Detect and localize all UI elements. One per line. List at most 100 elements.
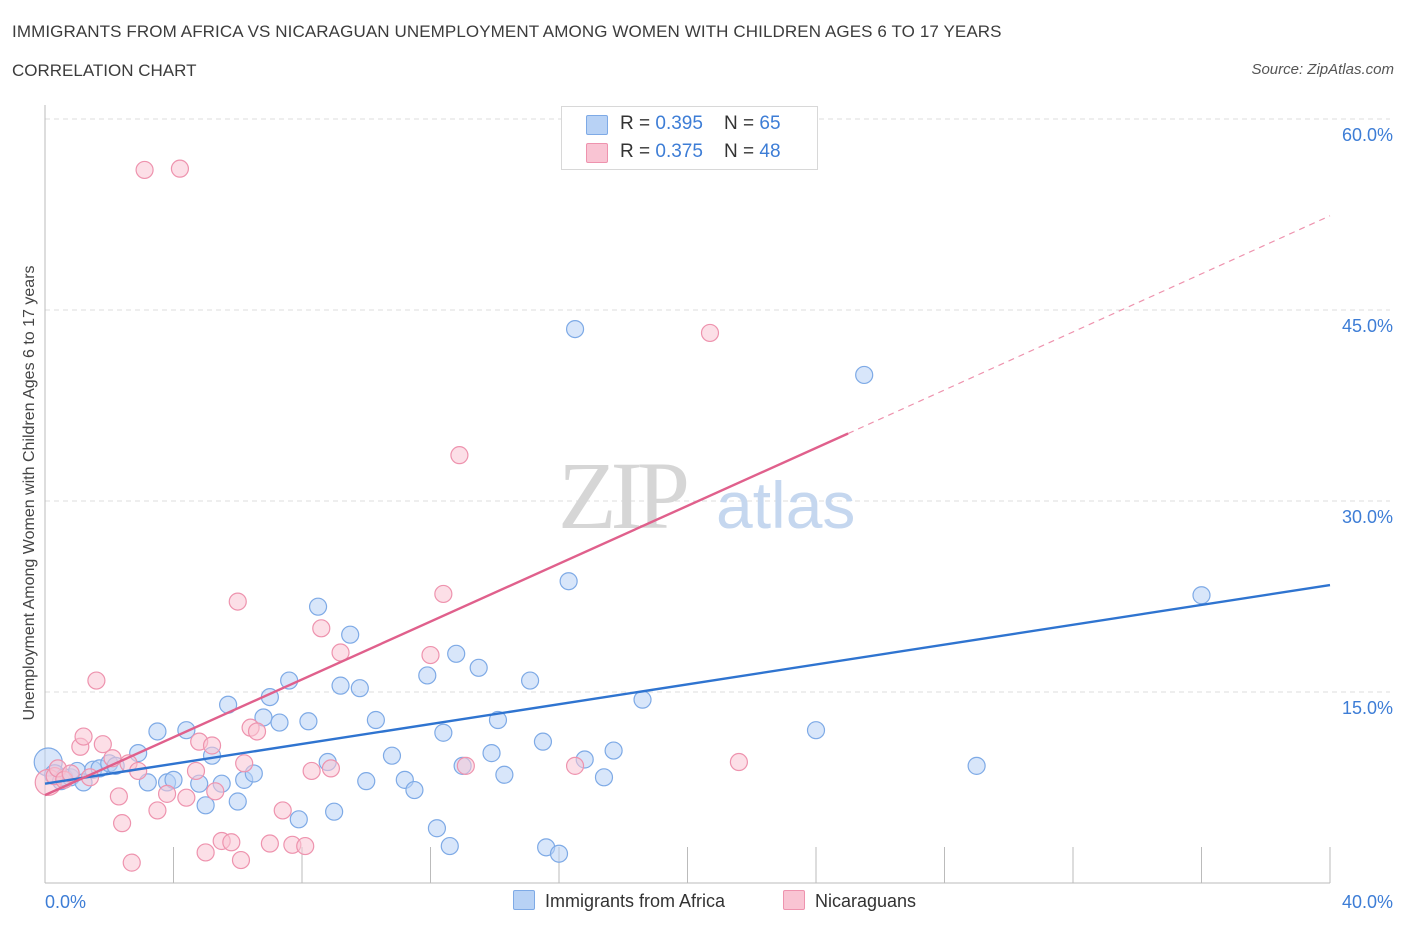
point-nicaraguans [135, 160, 154, 180]
point-africa [434, 723, 453, 742]
legend-n-value: 48 [759, 141, 781, 162]
point-africa [440, 836, 459, 856]
bottom-legend-label-africa: Immigrants from Africa [545, 891, 726, 911]
gridlines [45, 118, 1390, 693]
point-nicaraguans [296, 836, 315, 856]
point-africa [341, 625, 360, 644]
point-africa [549, 844, 569, 863]
point-nicaraguans [302, 761, 321, 781]
point-nicaraguans [122, 853, 141, 872]
point-africa [495, 765, 514, 784]
point-africa [427, 819, 447, 838]
legend-n-label: N = [724, 141, 760, 162]
point-africa [855, 365, 874, 385]
point-africa [228, 792, 247, 811]
point-africa [196, 796, 215, 815]
point-africa [967, 756, 986, 775]
legend-swatch-africa [586, 115, 608, 135]
point-nicaraguans [456, 756, 475, 775]
watermark-zip: ZIP [558, 442, 687, 549]
x-tick-label: 40.0% [1342, 892, 1393, 912]
point-nicaraguans [148, 801, 167, 820]
point-nicaraguans [196, 843, 215, 862]
point-nicaraguans [700, 323, 720, 343]
point-nicaraguans [61, 764, 80, 783]
point-africa [594, 768, 614, 787]
point-africa [488, 710, 508, 730]
trend-extension-nicaraguans [847, 215, 1331, 435]
bottom-legend-label-nicaraguans: Nicaraguans [815, 891, 917, 911]
point-nicaraguans [177, 788, 196, 807]
watermark: ZIP atlas [558, 442, 855, 549]
legend-r-label: R = [620, 141, 656, 162]
trend-lines [44, 215, 1331, 797]
point-africa [331, 676, 350, 695]
point-nicaraguans [434, 584, 453, 604]
point-nicaraguans [228, 592, 247, 611]
y-tick-label: 45.0% [1342, 316, 1393, 336]
point-africa [325, 802, 344, 821]
bottom-legend-swatch-africa [513, 890, 535, 910]
legend-r-label: R = [620, 113, 656, 134]
point-africa [533, 732, 553, 751]
point-africa [520, 671, 540, 690]
point-africa [308, 597, 328, 616]
y-tick-label: 60.0% [1342, 125, 1393, 145]
chart-subtitle: CORRELATION CHART [12, 61, 197, 80]
y-axis-title: Unemployment Among Women with Children A… [21, 265, 38, 721]
point-nicaraguans [202, 736, 222, 755]
point-africa [565, 320, 585, 339]
point-africa [148, 722, 167, 741]
stats-legend: R = 0.395 N = 65 R = 0.375 N = 48 [561, 106, 818, 170]
watermark-atlas: atlas [716, 468, 855, 542]
legend-swatch-nicaraguans [586, 143, 608, 163]
point-africa [559, 572, 578, 591]
point-nicaraguans [729, 752, 749, 772]
point-nicaraguans [87, 671, 106, 690]
point-africa [357, 772, 376, 791]
x-tick-label: 0.0% [45, 892, 86, 912]
point-africa [299, 712, 318, 731]
legend-r-value: 0.395 [655, 113, 703, 134]
point-nicaraguans [421, 645, 440, 665]
point-nicaraguans [112, 814, 132, 833]
point-nicaraguans [321, 759, 341, 778]
point-africa [806, 721, 826, 740]
point-africa [350, 679, 369, 698]
bottom-legend-swatch-nicaraguans [783, 890, 805, 910]
point-nicaraguans [157, 784, 177, 803]
source-note: Source: ZipAtlas.com [1251, 61, 1394, 78]
point-nicaraguans [565, 756, 585, 775]
point-africa [469, 658, 488, 677]
point-africa [482, 744, 501, 763]
chart-title: IMMIGRANTS FROM AFRICA VS NICARAGUAN UNE… [12, 22, 1002, 41]
point-africa [382, 746, 402, 765]
point-nicaraguans [273, 801, 292, 820]
point-nicaraguans [109, 787, 128, 806]
point-africa [604, 741, 623, 760]
bottom-legend-nicaraguans: Nicaraguans [783, 890, 916, 912]
point-nicaraguans [74, 727, 93, 746]
point-nicaraguans [206, 782, 225, 801]
legend-r-value: 0.375 [655, 141, 703, 162]
point-nicaraguans [260, 834, 279, 853]
point-africa [405, 780, 424, 800]
y-tick-label: 15.0% [1342, 698, 1393, 718]
point-nicaraguans [235, 754, 254, 773]
point-nicaraguans [222, 833, 241, 852]
point-africa [1192, 586, 1211, 605]
point-nicaraguans [231, 850, 251, 870]
point-africa [289, 810, 308, 829]
point-africa [270, 713, 289, 732]
trend-line-nicaraguans [44, 432, 849, 797]
point-africa [366, 710, 385, 730]
y-tick-label: 30.0% [1342, 507, 1393, 527]
trend-line-africa [44, 583, 1331, 785]
point-nicaraguans [93, 735, 112, 754]
point-nicaraguans [170, 159, 190, 178]
point-nicaraguans [312, 619, 331, 638]
point-nicaraguans [186, 761, 206, 781]
tick-labels: 15.0% 30.0% 45.0% 60.0% 0.0% 40.0% [45, 125, 1393, 912]
bottom-legend-africa: Immigrants from Africa [513, 890, 725, 912]
point-africa [633, 690, 652, 709]
